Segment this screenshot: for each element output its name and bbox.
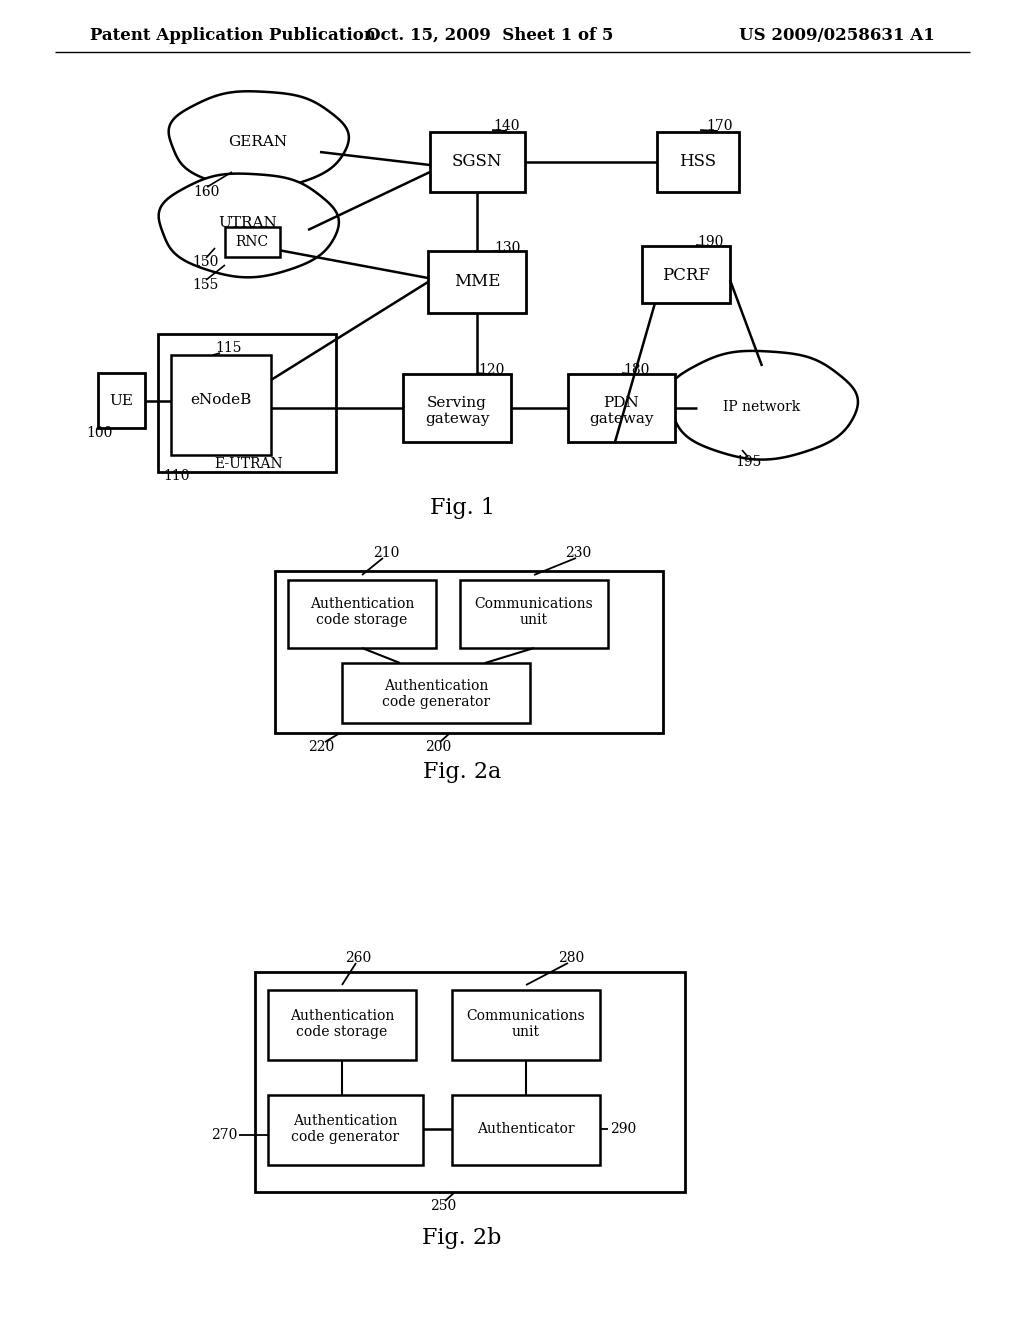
- Text: 210: 210: [373, 546, 399, 560]
- Bar: [403, 374, 511, 442]
- Text: 155: 155: [193, 279, 218, 292]
- Text: 140: 140: [493, 119, 519, 133]
- Text: 180: 180: [623, 363, 649, 378]
- Text: 280: 280: [558, 950, 585, 965]
- Text: HSS: HSS: [680, 153, 717, 170]
- Bar: [268, 1096, 423, 1166]
- Text: unit: unit: [520, 612, 548, 627]
- Text: Serving: Serving: [427, 396, 487, 411]
- Bar: [657, 132, 739, 191]
- Text: MME: MME: [454, 273, 501, 290]
- Text: gateway: gateway: [425, 412, 489, 426]
- Text: 250: 250: [430, 1199, 457, 1213]
- Text: 150: 150: [193, 255, 218, 269]
- Text: 120: 120: [478, 363, 505, 378]
- Text: code generator: code generator: [382, 696, 490, 709]
- Bar: [288, 579, 436, 648]
- Text: E-UTRAN: E-UTRAN: [214, 457, 283, 471]
- Bar: [342, 663, 530, 723]
- Bar: [428, 251, 526, 313]
- Text: 160: 160: [193, 185, 219, 199]
- Text: Authentication: Authentication: [293, 1114, 397, 1129]
- Text: Fig. 2b: Fig. 2b: [422, 1228, 502, 1249]
- Text: 230: 230: [565, 546, 591, 560]
- Text: SGSN: SGSN: [452, 153, 502, 170]
- Text: UE: UE: [109, 393, 133, 408]
- Text: eNodeB: eNodeB: [190, 393, 252, 407]
- Bar: [98, 374, 145, 428]
- Text: 170: 170: [706, 119, 732, 133]
- Bar: [452, 1096, 600, 1166]
- Text: PDN: PDN: [603, 396, 639, 411]
- Text: code storage: code storage: [316, 612, 408, 627]
- Text: code storage: code storage: [296, 1026, 388, 1039]
- Text: Authentication: Authentication: [310, 597, 414, 611]
- Text: Authentication: Authentication: [384, 678, 488, 693]
- Text: IP network: IP network: [723, 400, 801, 414]
- Text: code generator: code generator: [291, 1130, 399, 1144]
- Text: 110: 110: [163, 469, 189, 483]
- Text: US 2009/0258631 A1: US 2009/0258631 A1: [739, 26, 935, 44]
- Text: 260: 260: [345, 950, 372, 965]
- Text: gateway: gateway: [589, 412, 653, 426]
- Text: Communications: Communications: [475, 597, 593, 611]
- Bar: [642, 246, 730, 304]
- Bar: [452, 990, 600, 1060]
- Bar: [225, 227, 280, 257]
- PathPatch shape: [169, 91, 349, 190]
- PathPatch shape: [668, 351, 858, 459]
- PathPatch shape: [159, 174, 339, 277]
- Text: Authenticator: Authenticator: [477, 1122, 574, 1137]
- Text: Authentication: Authentication: [290, 1008, 394, 1023]
- Bar: [268, 990, 416, 1060]
- Text: 220: 220: [308, 741, 334, 754]
- Text: 100: 100: [86, 426, 113, 440]
- Text: 200: 200: [425, 741, 452, 754]
- Bar: [255, 972, 685, 1192]
- Text: Patent Application Publication: Patent Application Publication: [90, 26, 376, 44]
- Bar: [171, 355, 271, 455]
- Bar: [430, 132, 525, 191]
- Text: 270: 270: [211, 1129, 237, 1142]
- Text: UTRAN: UTRAN: [219, 216, 278, 230]
- Text: 290: 290: [610, 1122, 636, 1137]
- Text: RNC: RNC: [236, 235, 268, 249]
- Text: PCRF: PCRF: [662, 267, 710, 284]
- Bar: [460, 579, 608, 648]
- Text: 115: 115: [215, 341, 242, 355]
- Text: Fig. 1: Fig. 1: [429, 498, 495, 519]
- Bar: [275, 572, 663, 733]
- Text: 130: 130: [494, 242, 520, 255]
- Text: 190: 190: [697, 235, 723, 249]
- Bar: [568, 374, 675, 442]
- Text: unit: unit: [512, 1026, 540, 1039]
- Text: Communications: Communications: [467, 1008, 586, 1023]
- Text: 195: 195: [735, 455, 762, 469]
- Bar: [158, 334, 336, 473]
- Text: GERAN: GERAN: [228, 135, 288, 149]
- Text: Fig. 2a: Fig. 2a: [423, 762, 501, 783]
- Text: Oct. 15, 2009  Sheet 1 of 5: Oct. 15, 2009 Sheet 1 of 5: [367, 26, 613, 44]
